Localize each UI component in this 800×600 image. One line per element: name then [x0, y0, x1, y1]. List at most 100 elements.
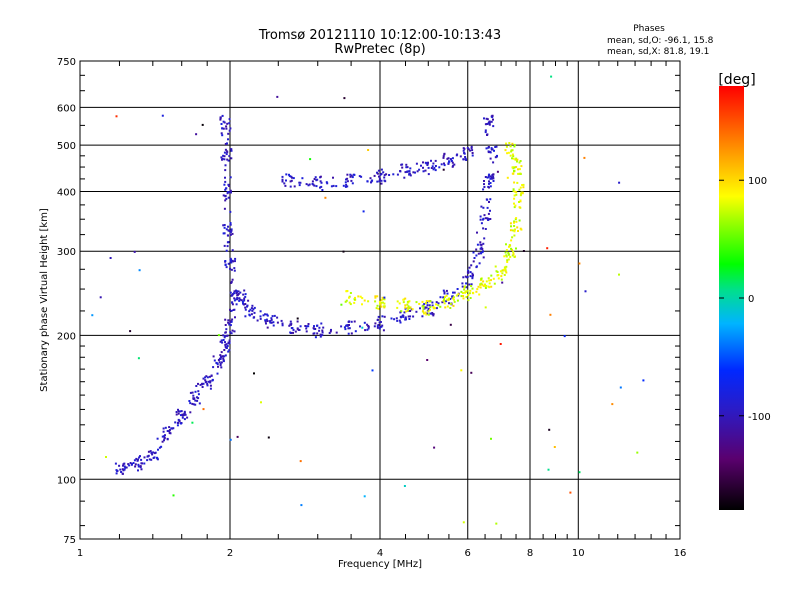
- data-point: [377, 315, 380, 318]
- data-point: [231, 329, 234, 332]
- data-point: [219, 116, 222, 119]
- data-point: [253, 372, 255, 375]
- data-point: [519, 199, 522, 202]
- data-point: [227, 138, 229, 141]
- data-point: [513, 143, 516, 146]
- data-point: [513, 197, 516, 200]
- data-point: [192, 394, 195, 397]
- data-point: [350, 179, 353, 182]
- data-point: [449, 298, 452, 300]
- data-point: [374, 296, 377, 299]
- data-point: [228, 129, 231, 132]
- data-point: [408, 170, 411, 173]
- data-point: [378, 180, 381, 183]
- data-point: [518, 201, 520, 203]
- data-point: [400, 310, 403, 313]
- data-point: [484, 131, 487, 134]
- data-point: [404, 316, 407, 319]
- data-point: [416, 170, 419, 173]
- data-point: [486, 133, 489, 136]
- data-point: [522, 183, 525, 186]
- data-point: [445, 300, 448, 303]
- data-point: [520, 165, 523, 168]
- data-point: [202, 408, 205, 411]
- data-point: [229, 324, 232, 327]
- data-point: [216, 363, 219, 366]
- data-point: [376, 326, 379, 329]
- data-point: [163, 437, 166, 439]
- data-point: [223, 158, 226, 161]
- data-point: [509, 154, 512, 157]
- data-point: [383, 298, 386, 301]
- data-point: [506, 261, 509, 263]
- data-point: [235, 303, 238, 306]
- data-point: [253, 306, 256, 309]
- data-point: [515, 157, 518, 160]
- data-point: [220, 123, 223, 125]
- data-point: [346, 177, 349, 180]
- data-point: [225, 125, 228, 128]
- data-point: [522, 250, 525, 252]
- data-point: [223, 183, 226, 186]
- data-point: [471, 272, 474, 275]
- data-point: [229, 308, 231, 311]
- data-point: [480, 222, 483, 225]
- data-point: [515, 191, 518, 194]
- data-point: [460, 369, 463, 372]
- data-point: [321, 331, 324, 334]
- data-point: [488, 123, 491, 126]
- data-point: [221, 127, 224, 130]
- data-point: [221, 134, 224, 137]
- data-point: [344, 328, 347, 331]
- data-point: [511, 142, 514, 145]
- data-point: [123, 468, 126, 471]
- data-point: [370, 180, 373, 183]
- data-point: [513, 221, 515, 224]
- data-point: [168, 426, 171, 429]
- data-point: [482, 242, 485, 245]
- data-point: [196, 396, 198, 399]
- data-point: [172, 427, 175, 430]
- data-point: [265, 313, 268, 316]
- data-point: [520, 191, 523, 194]
- data-point: [422, 305, 425, 308]
- data-point: [489, 198, 492, 201]
- data-point: [276, 316, 279, 319]
- data-point: [223, 155, 226, 158]
- data-point: [439, 305, 442, 308]
- data-point: [403, 485, 406, 487]
- data-point: [469, 149, 472, 152]
- data-point: [361, 326, 364, 329]
- data-point: [321, 334, 324, 337]
- data-point: [428, 300, 430, 303]
- data-point: [353, 301, 356, 304]
- data-point: [319, 333, 322, 336]
- data-point: [514, 204, 517, 207]
- data-point: [421, 315, 424, 318]
- data-point: [248, 310, 251, 313]
- data-point: [179, 410, 182, 413]
- data-point: [359, 295, 362, 298]
- data-point: [243, 289, 246, 292]
- data-point: [380, 325, 383, 328]
- data-point: [160, 445, 163, 448]
- data-point: [445, 289, 448, 292]
- data-point: [513, 206, 516, 209]
- data-point: [223, 336, 226, 339]
- plot-frame: [79, 60, 681, 540]
- data-point: [186, 416, 189, 419]
- data-point: [406, 166, 409, 169]
- data-point: [177, 418, 180, 421]
- data-point: [298, 181, 301, 184]
- data-point: [227, 196, 230, 199]
- data-point: [503, 266, 506, 269]
- data-point: [347, 332, 350, 335]
- data-point: [251, 309, 254, 312]
- data-point: [491, 177, 493, 180]
- data-point: [272, 324, 275, 327]
- data-point: [217, 365, 219, 368]
- data-point: [427, 166, 430, 169]
- data-point: [329, 330, 332, 333]
- data-point: [229, 127, 232, 130]
- data-point: [212, 355, 215, 358]
